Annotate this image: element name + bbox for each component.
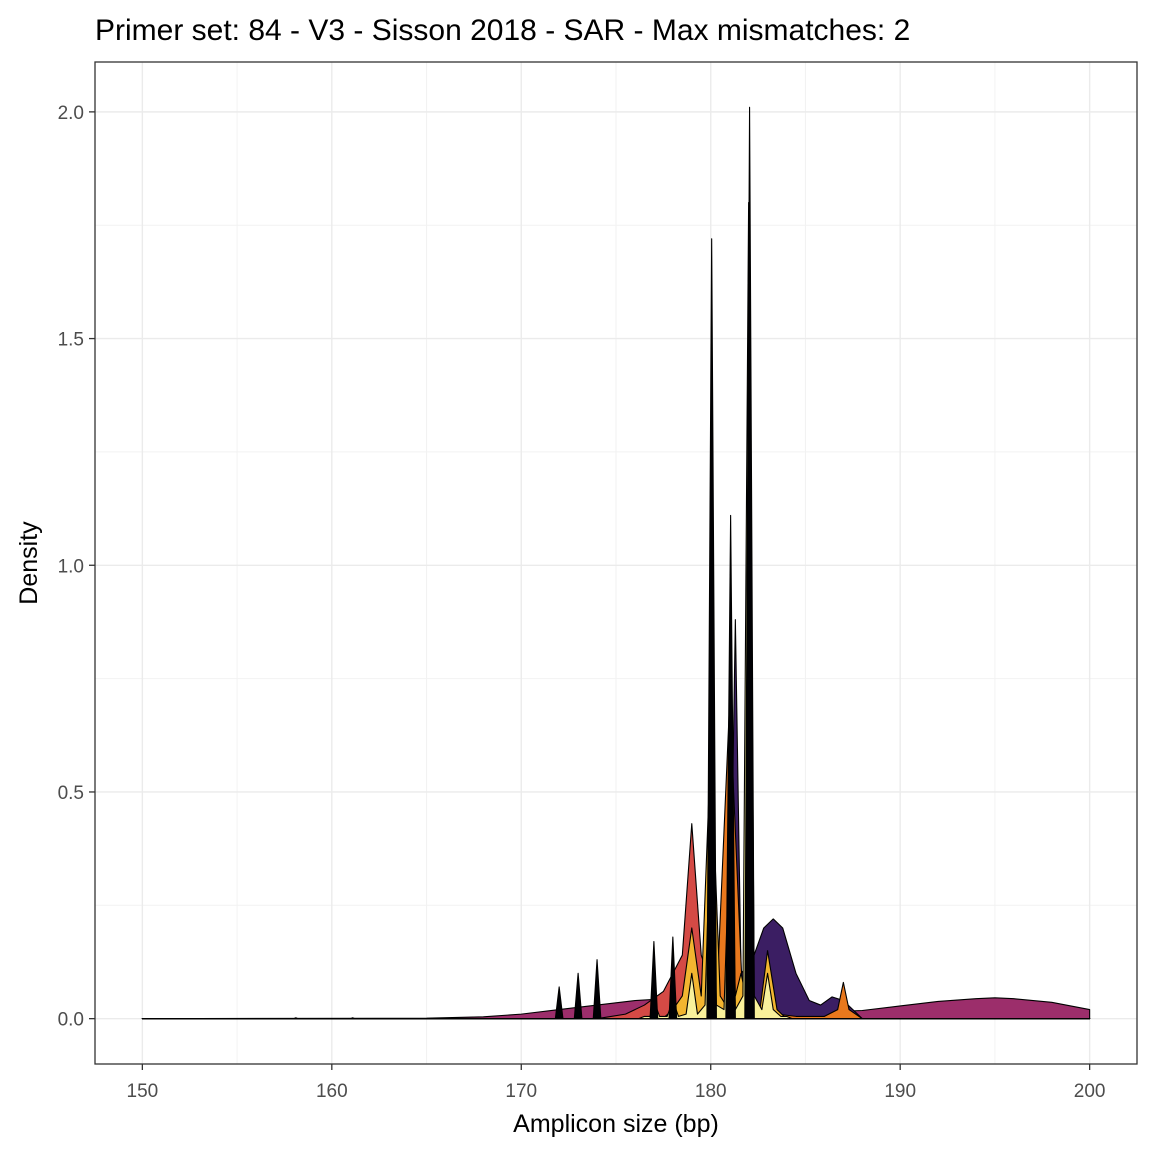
y-axis-ticks: 0.0 0.5 1.0 1.5 2.0 [58,103,95,1031]
y-tick-label: 2.0 [58,103,84,124]
x-tick-label: 160 [316,1081,348,1102]
y-tick-label: 1.0 [58,556,84,577]
x-tick-label: 170 [505,1081,537,1102]
y-axis-title: Density [15,521,43,605]
density-series-7 [141,106,1091,1020]
y-tick-label: 0.5 [58,783,84,804]
y-tick-label: 1.5 [58,330,84,351]
x-tick-label: 150 [127,1081,159,1102]
x-tick-label: 200 [1074,1081,1106,1102]
chart-title: Primer set: 84 - V3 - Sisson 2018 - SAR … [95,14,910,47]
x-axis-ticks: 150 160 170 180 190 200 [127,1064,1106,1102]
panel-border [94,61,1138,1065]
series-layer [141,106,1091,1020]
x-axis-title: Amplicon size (bp) [513,1110,719,1138]
x-tick-label: 180 [695,1081,727,1102]
x-tick-label: 190 [884,1081,916,1102]
y-tick-label: 0.0 [58,1010,84,1031]
